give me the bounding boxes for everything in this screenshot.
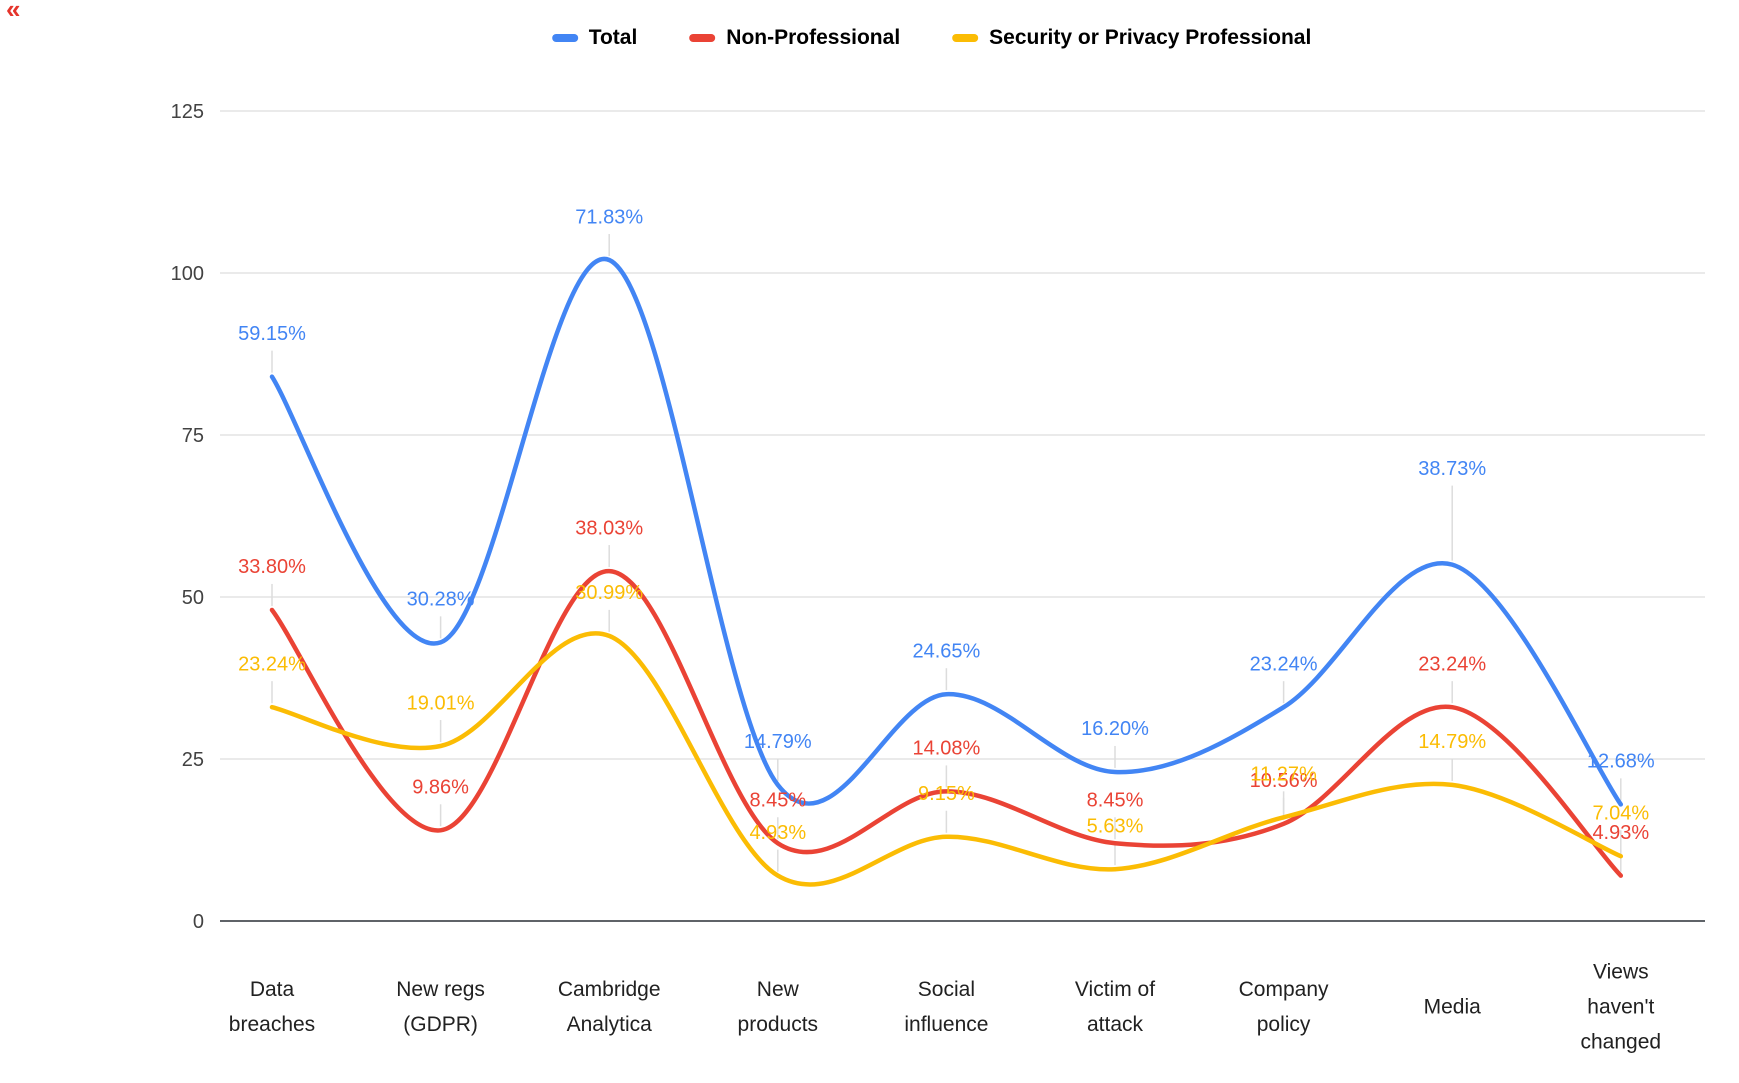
x-axis-category-label: Cambridge [558,978,661,1001]
legend-swatch-security-professional [952,34,979,42]
x-axis-category-label: Data [250,978,295,1001]
y-axis-tick-label: 50 [182,587,204,609]
x-axis-category-label: Views [1593,961,1649,984]
value-label: 30.99% [575,582,643,604]
value-label: 71.83% [575,206,643,228]
x-axis-category-label: attack [1087,1013,1144,1036]
value-label: 9.86% [412,777,469,799]
legend-label-total: Total [588,26,638,49]
x-axis-category-label: policy [1257,1013,1311,1036]
legend-swatch-non-professional [689,34,716,42]
x-axis-category-label: New [757,978,800,1001]
y-axis-tick-label: 75 [182,425,204,447]
x-axis-category-label: New regs [396,978,485,1001]
value-label: 8.45% [1087,790,1144,812]
x-axis-category-label: products [738,1013,819,1036]
value-label: 14.79% [1418,731,1486,753]
legend-item-security-professional: Security or Privacy Professional [952,26,1311,50]
value-label: 23.24% [1418,653,1486,675]
x-axis-category-label: haven't [1587,996,1654,1019]
value-label: 14.79% [744,731,812,753]
x-axis-category-label: Victim of [1075,978,1155,1001]
value-label: 4.93% [749,822,806,844]
value-label: 12.68% [1587,751,1655,773]
y-axis-tick-label: 0 [193,911,204,933]
value-label: 4.93% [1592,822,1649,844]
x-axis-category-label: changed [1581,1031,1662,1054]
value-label: 23.24% [238,653,306,675]
x-axis-category-label: breaches [229,1013,315,1036]
corner-mark: « [6,0,21,24]
series-line-total [269,256,1624,807]
x-axis-category-label: Analytica [567,1013,653,1036]
series-line-non-professional [269,568,1624,878]
value-label: 10.56% [1250,770,1318,792]
value-label: 19.01% [407,692,475,714]
value-label: 59.15% [238,323,306,345]
value-label: 16.20% [1081,718,1149,740]
legend-item-total: Total [551,26,638,50]
legend-swatch-total [551,34,578,42]
value-label: 14.08% [912,738,980,760]
legend-label-non-professional: Non-Professional [726,26,901,49]
chart-legend: Total Non-Professional Security or Priva… [551,26,1311,50]
x-axis-category-label: influence [904,1013,988,1036]
value-label: 7.04% [1592,802,1649,824]
series-line-security-or-privacy-professional [269,631,1624,887]
value-label: 38.73% [1418,458,1486,480]
y-axis-tick-label: 100 [171,263,204,285]
value-label: 30.28% [407,589,475,611]
y-axis-tick-label: 25 [182,749,204,771]
value-label: 24.65% [912,640,980,662]
value-label: 9.15% [918,783,975,805]
x-axis-category-label: Social [918,978,975,1001]
x-axis-category-label: Company [1239,978,1329,1001]
value-label: 33.80% [238,556,306,578]
value-label: 23.24% [1250,653,1318,675]
value-label: 11.27% [1250,764,1317,786]
x-axis-category-label: Media [1424,996,1482,1019]
legend-label-security-professional: Security or Privacy Professional [989,26,1312,49]
value-label: 38.03% [575,517,643,539]
value-label: 5.63% [1087,815,1144,837]
value-label: 8.45% [749,790,806,812]
x-axis-category-label: (GDPR) [403,1013,478,1036]
y-axis-tick-label: 125 [171,101,204,123]
legend-item-non-professional: Non-Professional [689,26,900,50]
